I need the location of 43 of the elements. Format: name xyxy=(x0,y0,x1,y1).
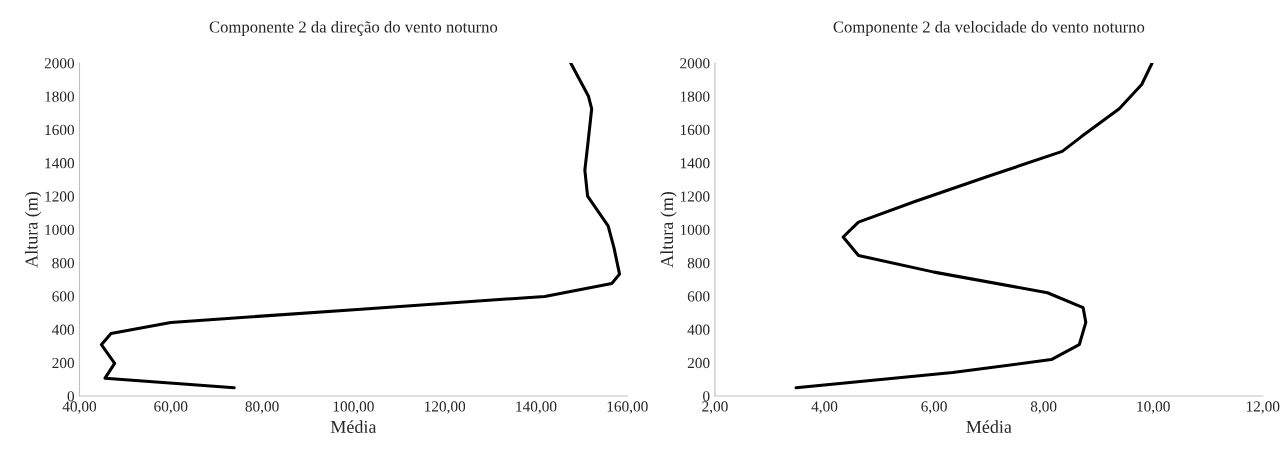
x-tick-label: 2,00 xyxy=(702,401,728,414)
chart-title: Componente 2 da velocidade do vento noturno xyxy=(833,20,1145,36)
y-tick-label: 1800 xyxy=(680,91,710,102)
y-tick-label: 1200 xyxy=(680,191,710,202)
y-tick-label: 200 xyxy=(52,357,75,369)
y-tick-label: 1200 xyxy=(45,191,75,202)
x-axis-title: Média xyxy=(966,420,1012,433)
x-tick-label: 6,00 xyxy=(921,401,947,414)
x-tick-label: 120,00 xyxy=(425,401,466,414)
x-tick-label: 12,00 xyxy=(1246,401,1280,414)
y-tick-label: 2000 xyxy=(680,58,710,69)
y-tick-label: 1600 xyxy=(45,124,75,136)
y-tick-label: 600 xyxy=(52,291,75,302)
y-tick-label: 200 xyxy=(687,357,710,369)
y-tick-label: 1800 xyxy=(45,91,75,102)
chart-title: Componente 2 da direção do vento noturno xyxy=(209,20,498,36)
line-series xyxy=(794,63,1154,390)
y-tick-label: 1000 xyxy=(45,224,75,235)
x-tick-label: 40,00 xyxy=(62,401,97,414)
x-tick-label: 10,00 xyxy=(1137,401,1170,414)
x-tick-label: 100,00 xyxy=(333,401,374,414)
y-tick-label: 0 xyxy=(703,391,710,402)
y-tick-label: 800 xyxy=(52,257,75,269)
x-tick-label: 8,00 xyxy=(1030,401,1057,414)
x-tick-label: 4,00 xyxy=(811,401,838,414)
y-axis-title: Altura (m) xyxy=(24,191,42,268)
y-tick-label: 2000 xyxy=(44,58,75,69)
x-tick-label: 60,00 xyxy=(154,401,188,414)
x-tick-label: 140,00 xyxy=(516,401,557,414)
x-tick-label: 160,00 xyxy=(607,401,648,414)
y-tick-label: 1400 xyxy=(680,158,710,169)
y-tick-label: 1400 xyxy=(45,158,75,169)
x-axis-title: Média xyxy=(330,420,377,433)
y-tick-label: 600 xyxy=(687,291,710,302)
y-tick-label: 400 xyxy=(687,324,710,335)
y-tick-label: 800 xyxy=(687,257,710,269)
y-tick-label: 1000 xyxy=(680,224,710,235)
y-tick-label: 400 xyxy=(52,324,75,335)
y-tick-label: 0 xyxy=(67,391,75,402)
line-series xyxy=(99,63,622,390)
y-axis-title: Altura (m) xyxy=(660,191,677,268)
y-tick-label: 1600 xyxy=(680,124,710,136)
x-tick-label: 80,00 xyxy=(245,401,279,414)
